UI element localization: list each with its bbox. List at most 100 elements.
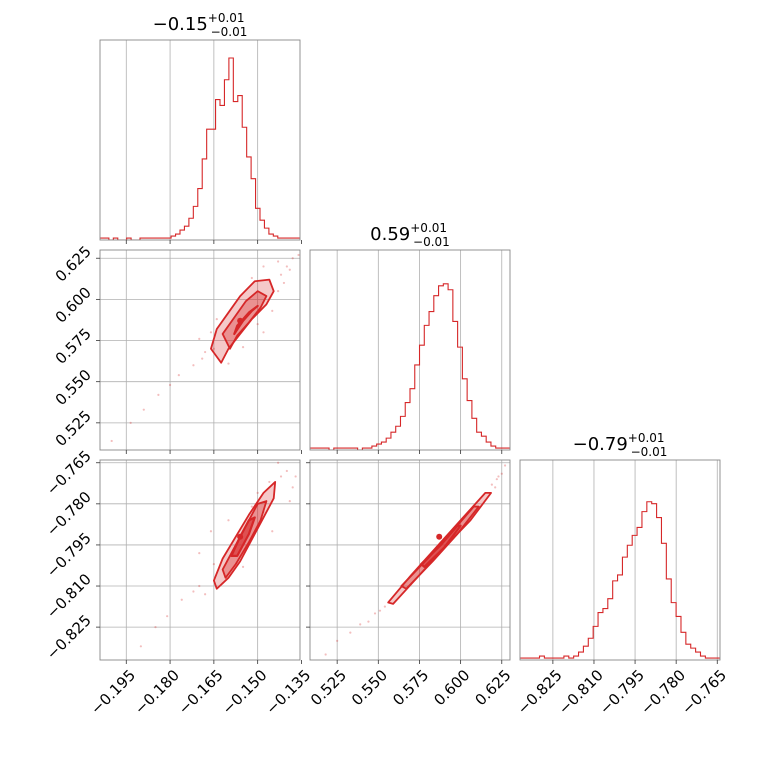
x-tick-label: −0.810 bbox=[555, 666, 607, 718]
scatter-point bbox=[256, 491, 259, 494]
scatter-point bbox=[490, 483, 493, 486]
scatter-point bbox=[288, 499, 291, 503]
scatter-point bbox=[166, 615, 169, 618]
scatter-point bbox=[209, 331, 213, 334]
scatter-point bbox=[271, 530, 274, 533]
scatter-point bbox=[204, 350, 207, 354]
scatter-point bbox=[168, 383, 172, 387]
scatter-point bbox=[359, 623, 362, 626]
density-peak bbox=[237, 317, 244, 324]
scatter-point bbox=[241, 565, 245, 568]
scatter-point bbox=[500, 472, 503, 475]
x-tick-label: 0.525 bbox=[307, 666, 350, 709]
x-tick-label: −0.195 bbox=[87, 666, 139, 718]
scatter-point bbox=[367, 620, 370, 623]
scatter-point bbox=[349, 631, 352, 634]
y-tick-label: −0.765 bbox=[43, 447, 95, 499]
scatter-point bbox=[154, 626, 157, 629]
scatter-point bbox=[139, 645, 142, 648]
scatter-point bbox=[201, 357, 204, 360]
title-upper-error: +0.01 bbox=[208, 11, 245, 25]
scatter-point bbox=[494, 486, 497, 489]
scatter-point bbox=[495, 478, 498, 481]
scatter-point bbox=[250, 276, 253, 280]
panel-frame bbox=[309, 459, 511, 661]
y-tick-label: −0.795 bbox=[43, 529, 95, 581]
title-value: −0.79 bbox=[573, 434, 628, 455]
scatter-point bbox=[294, 475, 297, 478]
x-tick-label: 0.550 bbox=[348, 666, 391, 709]
y-tick-label: −0.780 bbox=[43, 488, 95, 540]
scatter-point bbox=[198, 552, 201, 555]
scatter-point bbox=[262, 331, 265, 334]
scatter-point bbox=[297, 253, 300, 257]
scatter-point bbox=[204, 593, 207, 596]
scatter-point bbox=[324, 653, 327, 656]
scatter-point bbox=[279, 273, 283, 276]
y-tick-label: 0.625 bbox=[52, 242, 95, 285]
scatter-point bbox=[209, 530, 213, 533]
contour-level bbox=[420, 524, 462, 568]
x-tick-label: −0.135 bbox=[262, 666, 314, 718]
scatter-point bbox=[198, 584, 201, 588]
histogram-group bbox=[310, 283, 510, 450]
joint-group bbox=[110, 253, 300, 443]
x-tick-label: 0.575 bbox=[389, 666, 432, 709]
scatter-point bbox=[256, 322, 259, 326]
joint-group bbox=[139, 461, 297, 648]
y-tick-label: −0.810 bbox=[43, 570, 95, 622]
x-tick-label: −0.765 bbox=[678, 666, 730, 718]
x-tick-label: 0.600 bbox=[430, 666, 473, 709]
scatter-point bbox=[212, 347, 215, 350]
scatter-point bbox=[241, 346, 245, 349]
x-tick-label: −0.780 bbox=[637, 666, 689, 718]
scatter-point bbox=[503, 464, 507, 467]
title-upper-error: +0.01 bbox=[628, 431, 665, 445]
histogram-group bbox=[100, 57, 300, 240]
panel-frame bbox=[309, 249, 511, 451]
scatter-point bbox=[227, 362, 230, 365]
density-peak bbox=[237, 533, 244, 540]
scatter-point bbox=[177, 374, 180, 377]
x-tick-label: −0.150 bbox=[219, 666, 271, 718]
text-layer: −0.195−0.180−0.165−0.150−0.1350.5250.550… bbox=[43, 11, 730, 718]
scatter-point bbox=[285, 265, 288, 268]
histogram-step-line bbox=[520, 501, 720, 659]
panel-frame bbox=[99, 249, 301, 451]
frame-layer bbox=[96, 39, 721, 664]
histogram-group bbox=[520, 501, 720, 659]
y-tick-label: 0.525 bbox=[52, 407, 95, 450]
scatter-point bbox=[192, 364, 195, 367]
y-tick-label: 0.600 bbox=[52, 284, 95, 327]
grid-layer bbox=[100, 40, 718, 660]
x-tick-label: −0.165 bbox=[175, 666, 227, 718]
title-lower-error: −0.01 bbox=[631, 445, 668, 459]
scatter-point bbox=[192, 590, 195, 593]
scatter-point bbox=[383, 605, 386, 608]
title-value: 0.59 bbox=[370, 224, 410, 245]
y-tick-label: 0.575 bbox=[52, 325, 95, 368]
scatter-point bbox=[157, 393, 160, 396]
joint-group bbox=[324, 464, 507, 656]
scatter-point bbox=[250, 505, 253, 508]
scatter-point bbox=[277, 260, 280, 263]
scatter-point bbox=[215, 318, 218, 321]
title-value: −0.15 bbox=[153, 14, 208, 35]
panel-frame bbox=[99, 459, 301, 661]
scatter-point bbox=[212, 563, 215, 566]
scatter-point bbox=[129, 421, 132, 424]
scatter-point bbox=[271, 309, 274, 313]
x-tick-label: −0.180 bbox=[131, 666, 183, 718]
title-upper-error: +0.01 bbox=[410, 221, 447, 235]
title-lower-error: −0.01 bbox=[413, 235, 450, 249]
scatter-point bbox=[291, 257, 294, 260]
scatter-point bbox=[110, 439, 113, 443]
scatter-point bbox=[288, 268, 291, 271]
x-tick-label: −0.795 bbox=[596, 666, 648, 718]
panel-title: 0.59+0.01 −0.01 bbox=[370, 221, 450, 249]
scatter-point bbox=[277, 290, 280, 293]
scatter-point bbox=[268, 480, 271, 484]
y-tick-label: 0.550 bbox=[52, 366, 95, 409]
scatter-point bbox=[285, 469, 288, 473]
panel-title: −0.15+0.01 −0.01 bbox=[153, 11, 248, 39]
